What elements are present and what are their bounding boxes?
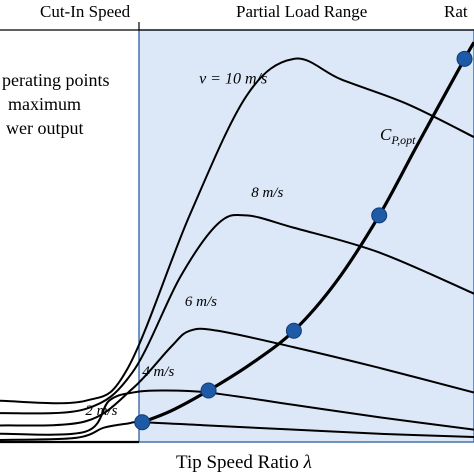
operating-point-4 [456, 50, 473, 67]
operating-points [134, 50, 473, 431]
curve-label-2: 6 m/s [185, 294, 217, 310]
cut-in-label: Cut-In Speed [40, 2, 131, 21]
optimum-cp-curve [141, 41, 474, 424]
partial-load-region [138, 29, 474, 443]
cp-opt-sub: P,opt [390, 133, 416, 147]
x-axis-label-symbol: λ [303, 452, 312, 473]
rated-label: Rat [444, 2, 468, 21]
speed-curve-3 [0, 389, 474, 436]
speed-curve-1 [0, 213, 474, 415]
region-brackets [0, 22, 474, 31]
curve-label-3: 4 m/s [142, 364, 174, 380]
annotation-line-3: wer output [6, 118, 83, 138]
x-axis-label-text: Tip Speed Ratio [176, 452, 304, 473]
operating-point-0 [134, 414, 151, 431]
annotation-line-2: maximum [8, 94, 81, 114]
partial-load-bracket [138, 22, 474, 31]
curve-labels: v = 10 m/s 8 m/s 6 m/s 4 m/s 2 m/s [85, 71, 283, 420]
operating-point-3 [371, 207, 388, 224]
speed-curves [0, 57, 474, 441]
x-axis-label: Tip Speed Ratio λ [176, 452, 312, 473]
partial-load-label: Partial Load Range [236, 2, 367, 21]
annotation-line-1: perating points [2, 70, 109, 90]
curve-label-4: 2 m/s [85, 403, 117, 419]
cp-opt-main: C [380, 125, 392, 144]
operating-point-2 [285, 322, 302, 339]
cp-opt-label: CP,opt [380, 125, 416, 147]
speed-curve-0 [0, 57, 474, 405]
operating-point-1 [200, 382, 217, 399]
curve-label-1: 8 m/s [251, 185, 283, 201]
speed-curve-2 [0, 327, 474, 427]
curve-label-0: v = 10 m/s [199, 71, 267, 88]
speed-curve-4 [0, 421, 474, 441]
